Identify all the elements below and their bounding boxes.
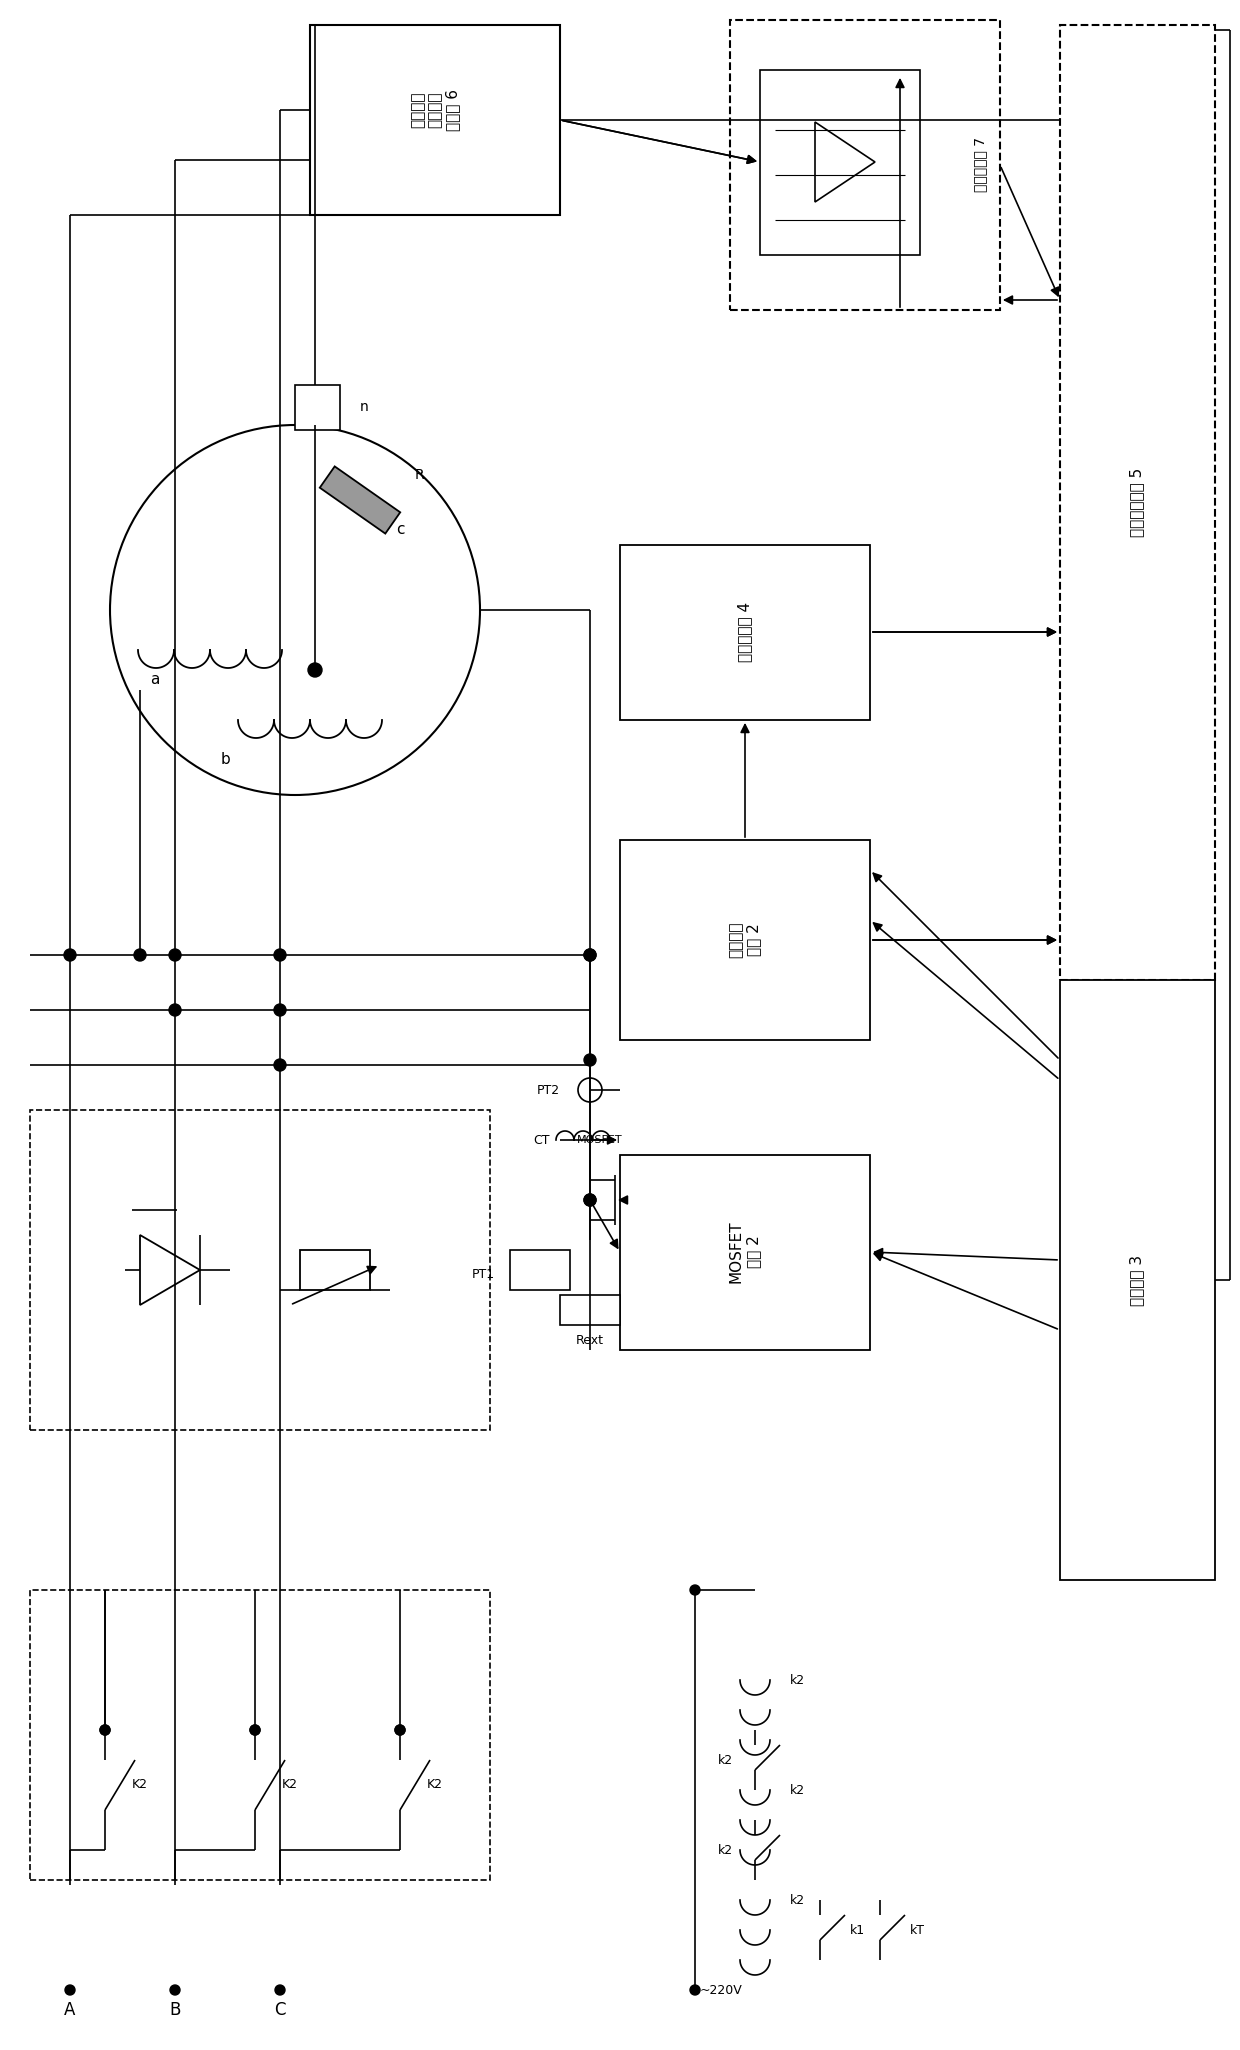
Bar — [295, 385, 340, 430]
Text: k1: k1 — [849, 1923, 866, 1937]
Circle shape — [134, 949, 146, 961]
Circle shape — [275, 1984, 285, 1995]
Text: 电机电阻
温升在线
测试仪 6: 电机电阻 温升在线 测试仪 6 — [410, 88, 460, 131]
Bar — [560, 1296, 620, 1324]
Circle shape — [169, 1004, 181, 1017]
Circle shape — [274, 1004, 286, 1017]
Text: k2: k2 — [790, 1894, 805, 1906]
Text: 工控机系统 7: 工控机系统 7 — [973, 137, 987, 193]
Circle shape — [169, 949, 181, 961]
Circle shape — [100, 1724, 110, 1734]
Circle shape — [584, 1193, 596, 1205]
Circle shape — [584, 1054, 596, 1066]
Text: K2: K2 — [281, 1779, 298, 1792]
Bar — [320, 467, 401, 533]
Bar — [1060, 980, 1215, 1581]
Bar — [30, 1591, 490, 1880]
Text: k2: k2 — [790, 1784, 805, 1796]
Bar — [620, 545, 870, 720]
Text: PT2: PT2 — [537, 1084, 560, 1097]
Circle shape — [250, 1724, 260, 1734]
Text: n: n — [360, 400, 368, 414]
Text: PT1: PT1 — [472, 1269, 495, 1281]
Bar — [730, 20, 999, 310]
Bar — [510, 1250, 570, 1289]
Circle shape — [584, 1193, 596, 1205]
Text: R: R — [415, 467, 424, 482]
Bar — [300, 1250, 370, 1289]
Text: MOSFET
驱动 2: MOSFET 驱动 2 — [729, 1220, 761, 1283]
Circle shape — [64, 949, 76, 961]
Bar — [620, 840, 870, 1039]
Text: CT: CT — [533, 1134, 551, 1146]
Circle shape — [274, 949, 286, 961]
Text: C: C — [274, 2001, 285, 2019]
Circle shape — [584, 949, 596, 961]
Text: 惠斯登电桥 4: 惠斯登电桥 4 — [738, 603, 753, 662]
Circle shape — [584, 949, 596, 961]
Circle shape — [64, 1984, 74, 1995]
Circle shape — [396, 1724, 405, 1734]
Circle shape — [274, 1060, 286, 1070]
Circle shape — [170, 1984, 180, 1995]
Text: k2: k2 — [790, 1673, 805, 1687]
Text: c: c — [396, 523, 404, 537]
Text: MOSFET: MOSFET — [577, 1136, 622, 1146]
Text: 控制电路 3: 控制电路 3 — [1130, 1255, 1145, 1306]
Circle shape — [308, 662, 322, 676]
Bar — [760, 70, 920, 254]
Text: A: A — [64, 2001, 76, 2019]
Text: b: b — [221, 752, 229, 767]
Text: k2: k2 — [718, 1843, 733, 1857]
Bar — [310, 25, 560, 215]
Text: k2: k2 — [718, 1753, 733, 1767]
Text: Rext: Rext — [577, 1332, 604, 1347]
Text: kT: kT — [910, 1923, 925, 1937]
Circle shape — [100, 1724, 110, 1734]
Text: B: B — [170, 2001, 181, 2019]
Bar — [620, 1154, 870, 1351]
Circle shape — [396, 1724, 405, 1734]
Circle shape — [689, 1984, 701, 1995]
Text: 液晶显示电路 5: 液晶显示电路 5 — [1130, 467, 1145, 537]
Circle shape — [250, 1724, 260, 1734]
Text: K2: K2 — [131, 1779, 148, 1792]
Text: a: a — [150, 672, 160, 687]
Text: K2: K2 — [427, 1779, 443, 1792]
Bar — [1060, 25, 1215, 980]
Text: ~220V: ~220V — [701, 1984, 743, 1997]
Circle shape — [689, 1585, 701, 1595]
Text: 信号调理
电路 2: 信号调理 电路 2 — [729, 922, 761, 957]
Bar — [30, 1109, 490, 1431]
